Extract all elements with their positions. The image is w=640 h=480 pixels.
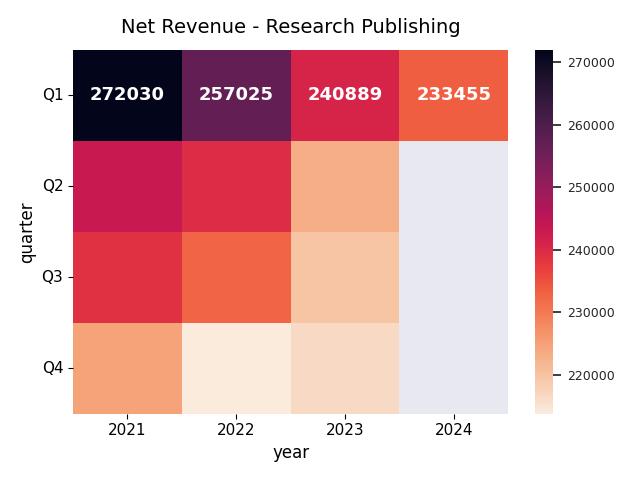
Text: 272030: 272030 bbox=[90, 86, 165, 104]
X-axis label: year: year bbox=[272, 444, 309, 462]
Text: 233455: 233455 bbox=[416, 86, 492, 104]
Text: 257025: 257025 bbox=[198, 86, 274, 104]
Y-axis label: quarter: quarter bbox=[18, 201, 36, 263]
Title: Net Revenue - Research Publishing: Net Revenue - Research Publishing bbox=[121, 18, 460, 37]
Text: 240889: 240889 bbox=[307, 86, 383, 104]
